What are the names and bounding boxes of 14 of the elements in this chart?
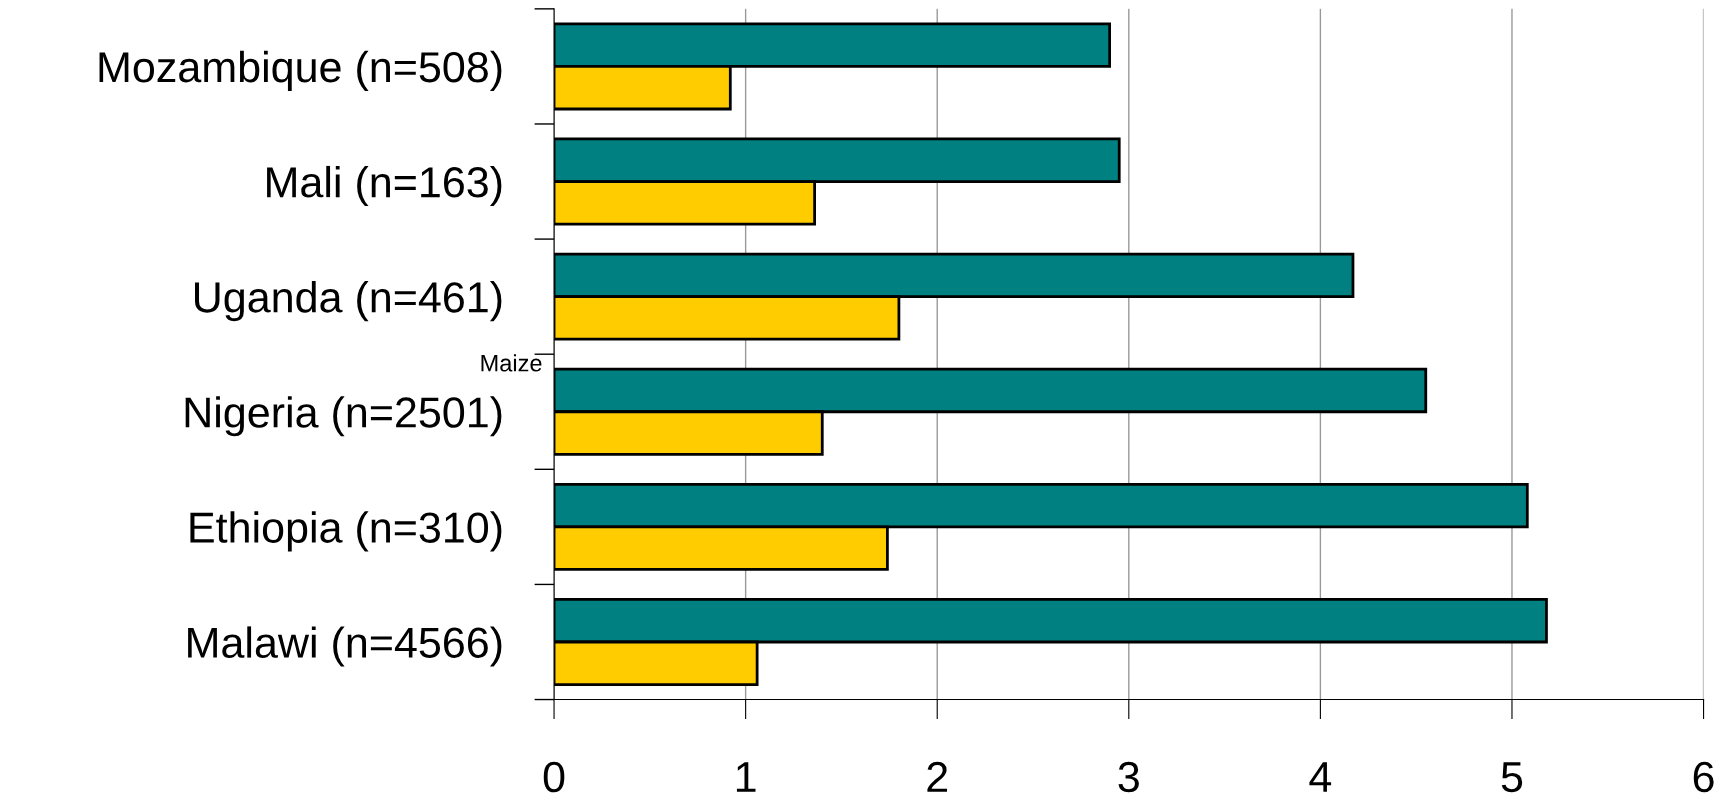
x-tick-label: 3 <box>1118 761 1139 793</box>
y-tick-label: Uganda (n=461) <box>195 281 502 322</box>
x-tick-label: 4 <box>1309 762 1332 792</box>
y-tick-label: Mali (n=163) <box>267 165 502 207</box>
x-tick-label: 5 <box>1501 762 1523 793</box>
text: Maize <box>481 354 542 372</box>
x-tick-label: 1 <box>736 762 756 792</box>
x-tick-label: 6 <box>1693 761 1714 793</box>
y-tick-label: Mozambique (n=508) <box>99 50 502 91</box>
y-tick-label: Malawi (n=4566) <box>188 626 502 667</box>
y-tick-label: Ethiopia (n=310) <box>190 511 502 552</box>
x-tick-label: 0 <box>543 761 565 793</box>
x-tick-label: 2 <box>927 761 948 792</box>
y-tick-label: Nigeria (n=2501) <box>185 396 502 437</box>
